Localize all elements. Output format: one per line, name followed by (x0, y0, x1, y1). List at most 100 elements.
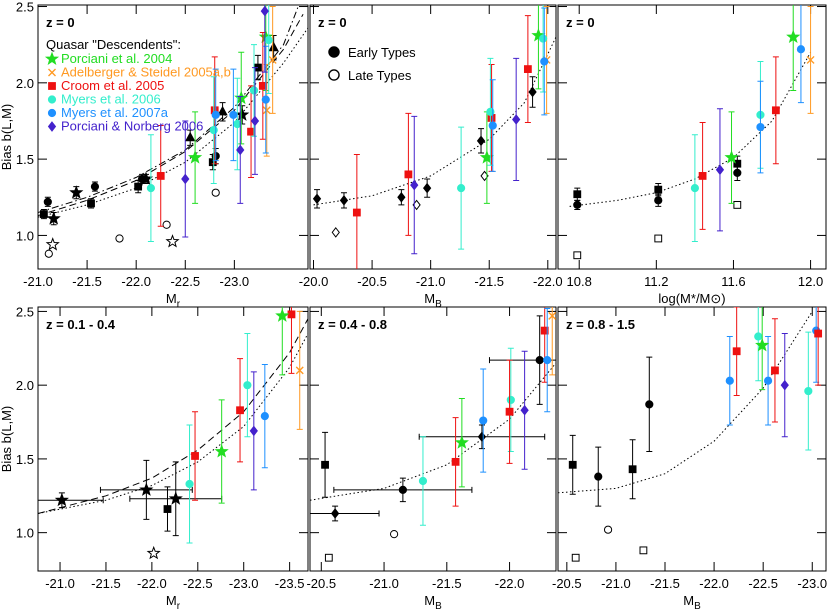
data-point (214, 444, 229, 458)
data-point (48, 68, 56, 77)
data-point (243, 381, 252, 390)
data-point (397, 191, 406, 203)
x-axis-label: MB (424, 593, 442, 609)
data-point (756, 122, 765, 132)
data-point (476, 135, 486, 147)
data-point (44, 249, 53, 258)
data-point (247, 127, 255, 136)
data-point (87, 199, 95, 208)
y-tick-label: 1.5 (16, 452, 34, 467)
x-axis-label: Mr (166, 593, 181, 609)
data-point (573, 251, 582, 260)
data-point (796, 45, 806, 54)
data-point (451, 457, 460, 466)
data-point (185, 131, 196, 142)
data-point (47, 108, 57, 118)
data-point (162, 220, 171, 229)
x-tick-label: -22.0 (137, 576, 167, 591)
data-point (535, 355, 544, 365)
data-point (328, 46, 340, 58)
y-tick-label: 1.0 (16, 228, 34, 243)
data-point (645, 400, 654, 409)
data-point (44, 51, 60, 66)
data-point (804, 386, 813, 396)
data-point (512, 114, 521, 125)
model-curve (558, 311, 813, 494)
data-point (654, 185, 663, 194)
data-point (39, 210, 48, 218)
data-point (477, 431, 487, 443)
panel: -21.0 -21.5 -22.0 -22.5 -23.0 1.0 1.5 2.0 2.5 Mr B… (0, 0, 309, 310)
legend-label: Porciani & Norberg 2006 (61, 119, 203, 134)
data-point (654, 196, 663, 205)
x-tick-label: -21.0 (23, 274, 53, 289)
data-point (262, 106, 271, 115)
data-point (235, 107, 250, 121)
x-tick-label: -22.5 (170, 274, 200, 289)
data-point (603, 525, 613, 534)
data-point (754, 332, 763, 341)
x-axis-label-main: M (424, 291, 435, 306)
data-point (423, 182, 432, 194)
plot-area (558, 307, 823, 562)
x-tick-label: -21.5 (474, 274, 504, 289)
data-point (165, 234, 180, 248)
x-tick-label: -22.0 (495, 576, 525, 591)
x-tick-label: -21.0 (369, 576, 399, 591)
y-axis-label: Bias b(L,M) (0, 406, 14, 472)
data-point (786, 29, 801, 44)
data-point (771, 366, 779, 375)
x-axis-label-sub: B (435, 601, 442, 609)
model-curve (313, 36, 556, 206)
data-point (260, 412, 269, 421)
panel-title: z = 0 (318, 15, 347, 30)
data-point (573, 190, 582, 199)
plot-area (38, 307, 308, 560)
data-point (771, 106, 780, 115)
x-tick-label: -22.0 (121, 274, 151, 289)
data-point (229, 110, 238, 119)
data-point (330, 508, 340, 519)
data-point (260, 5, 269, 17)
legend-title: Quasar "Descendents": (46, 37, 181, 52)
x-axis-label-main: M (166, 291, 177, 306)
data-point (418, 476, 428, 486)
data-point (48, 82, 56, 90)
x-tick-label: 10.8 (567, 274, 592, 289)
data-point (321, 460, 329, 469)
y-tick-label: 1.5 (16, 152, 34, 167)
plot-area (312, 5, 556, 269)
x-axis-label-main: M (166, 593, 177, 608)
model-curve (38, 333, 308, 514)
data-point (295, 366, 304, 375)
x-axis-label-sub: r (177, 299, 181, 310)
data-point (331, 227, 340, 238)
x-tick-label: -20.5 (357, 274, 387, 289)
data-point (654, 234, 663, 243)
data-point (539, 34, 548, 43)
data-point (339, 195, 349, 206)
data-point (217, 105, 228, 116)
data-point (138, 171, 154, 185)
y-axis-label: Bias b(L,M) (0, 104, 14, 170)
data-point (488, 121, 497, 130)
plot-area (569, 5, 815, 260)
model-curve (569, 52, 812, 207)
data-point (806, 55, 815, 64)
data-point (312, 193, 322, 205)
data-point (275, 308, 290, 322)
data-point (573, 200, 582, 210)
data-point (454, 435, 469, 449)
x-tick-label: -22.5 (183, 576, 213, 591)
legend-label: Myers et al. 2006 (61, 92, 161, 107)
data-point (698, 172, 707, 180)
y-tick-label: 2.5 (16, 304, 34, 319)
model-curve (310, 362, 556, 501)
x-tick-label: -21.5 (650, 576, 680, 591)
panel-title: z = 0 (46, 15, 75, 30)
x-tick-label: 11.2 (644, 274, 668, 289)
data-point (90, 182, 100, 191)
data-point (763, 376, 773, 385)
data-point (146, 545, 161, 560)
